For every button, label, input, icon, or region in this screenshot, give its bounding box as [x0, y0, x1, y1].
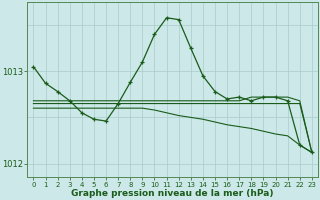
X-axis label: Graphe pression niveau de la mer (hPa): Graphe pression niveau de la mer (hPa) [71, 189, 274, 198]
